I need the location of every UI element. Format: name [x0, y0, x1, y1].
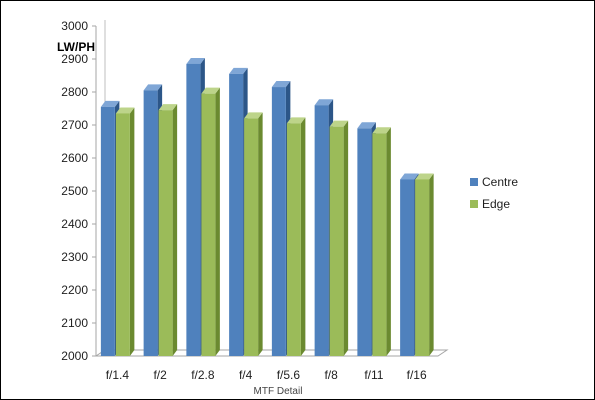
y-tick-label: 3000 — [61, 19, 88, 33]
y-tick-label: 2700 — [61, 118, 88, 132]
bar-edge-4 — [286, 117, 306, 356]
y-tick-label: 2600 — [61, 151, 88, 165]
y-axis-label: LW/PH — [57, 40, 95, 54]
y-tick-label: 2900 — [61, 52, 88, 66]
x-tick-label: f/2.8 — [191, 368, 215, 382]
x-tick-label: f/16 — [407, 368, 427, 382]
x-tick-label: f/1.4 — [106, 368, 130, 382]
y-tick-label: 2300 — [61, 250, 88, 264]
bar-edge-2 — [201, 87, 220, 357]
x-tick-labels: f/1.4 f/2 f/2.8 f/4 f/5.6 f/8 f/11 f/16 — [106, 368, 427, 382]
legend-swatch-centre — [470, 178, 478, 186]
x-tick-label: f/4 — [239, 368, 253, 382]
y-tick-label: 2500 — [61, 184, 88, 198]
bar-edge-6 — [372, 127, 391, 356]
bars — [100, 57, 434, 357]
x-axis-label: MTF Detail — [254, 386, 303, 397]
bar-edge-3 — [244, 112, 263, 357]
y-tick-labels: 2000 2100 2200 2300 2400 2500 2600 2700 2800 2900… — [61, 19, 88, 363]
y-tick-label: 2400 — [61, 217, 88, 231]
x-tick-label: f/2 — [153, 368, 167, 382]
x-tick-label: f/11 — [364, 368, 383, 382]
y-tick-label: 2200 — [61, 283, 88, 297]
bar-edge-1 — [158, 104, 178, 357]
x-tick-label: f/5.6 — [277, 368, 301, 382]
y-tick-label: 2100 — [61, 316, 88, 330]
legend-label-edge: Edge — [482, 197, 510, 211]
y-tick-label: 2000 — [61, 349, 88, 363]
y-tick-label: 2800 — [61, 85, 88, 99]
x-tick-label: f/8 — [324, 368, 338, 382]
bar-edge-5 — [329, 120, 349, 357]
legend: Centre Edge — [470, 175, 518, 211]
bar-edge-7 — [415, 173, 434, 356]
legend-swatch-edge — [470, 200, 478, 208]
legend-label-centre: Centre — [482, 175, 518, 189]
bar-edge-0 — [115, 107, 135, 356]
